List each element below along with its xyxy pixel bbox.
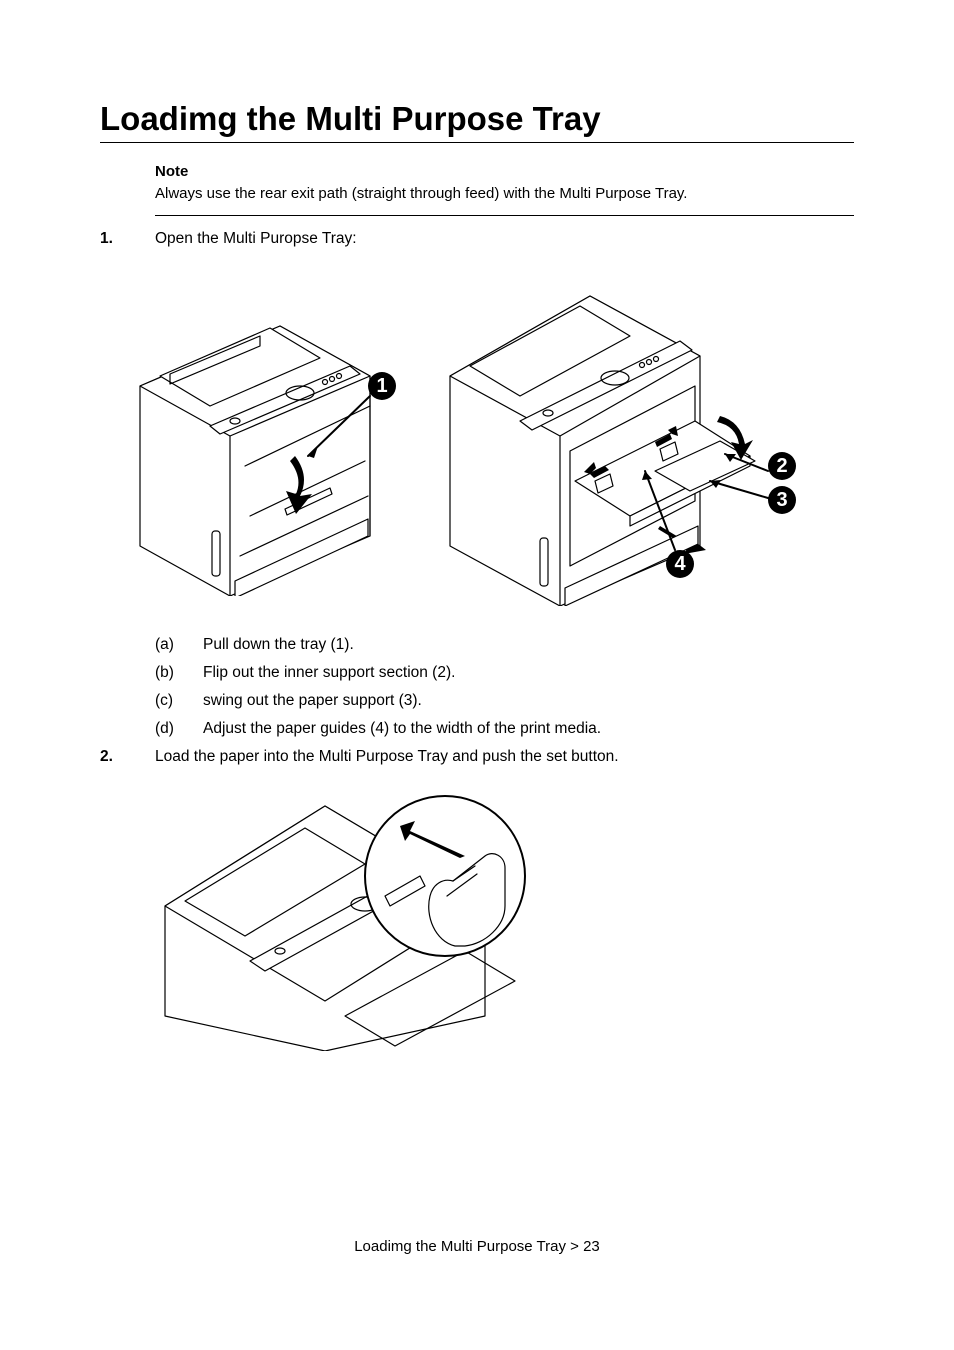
footer-page: 23 — [583, 1238, 600, 1255]
step-2-text: Load the paper into the Multi Purpose Tr… — [155, 748, 619, 766]
figure-row: 1 — [100, 266, 854, 606]
figure-2: 2 3 4 — [420, 266, 800, 606]
substep-c-letter: (c) — [155, 692, 203, 710]
note-body: Always use the rear exit path (straight … — [155, 183, 854, 205]
footer-sep: > — [566, 1238, 583, 1255]
substep-b: (b) Flip out the inner support section (… — [155, 664, 854, 682]
page-footer: Loadimg the Multi Purpose Tray > 23 — [0, 1238, 954, 1255]
substep-c-text: swing out the paper support (3). — [203, 692, 422, 710]
note-box: Note Always use the rear exit path (stra… — [155, 155, 854, 216]
callout-4-label: 4 — [674, 553, 686, 575]
page-title: Loadimg the Multi Purpose Tray — [100, 100, 854, 143]
substep-b-letter: (b) — [155, 664, 203, 682]
step-2-num: 2. — [100, 748, 155, 766]
figure-3 — [155, 786, 545, 1051]
substep-b-text: Flip out the inner support section (2). — [203, 664, 455, 682]
footer-section: Loadimg the Multi Purpose Tray — [354, 1238, 566, 1255]
substep-d-text: Adjust the paper guides (4) to the width… — [203, 720, 601, 738]
substep-a-text: Pull down the tray (1). — [203, 636, 354, 654]
figure-1: 1 — [100, 266, 400, 596]
substep-a-letter: (a) — [155, 636, 203, 654]
substep-a: (a) Pull down the tray (1). — [155, 636, 854, 654]
callout-2-label: 2 — [776, 455, 787, 477]
step-2: 2. Load the paper into the Multi Purpose… — [100, 748, 854, 766]
substep-d: (d) Adjust the paper guides (4) to the w… — [155, 720, 854, 738]
step-1-text: Open the Multi Puropse Tray: — [155, 230, 357, 248]
step-1: 1. Open the Multi Puropse Tray: — [100, 230, 854, 248]
step-1-num: 1. — [100, 230, 155, 248]
callout-3-label: 3 — [776, 489, 787, 511]
substep-d-letter: (d) — [155, 720, 203, 738]
note-heading: Note — [155, 161, 854, 183]
substep-c: (c) swing out the paper support (3). — [155, 692, 854, 710]
callout-1-label: 1 — [376, 375, 387, 397]
